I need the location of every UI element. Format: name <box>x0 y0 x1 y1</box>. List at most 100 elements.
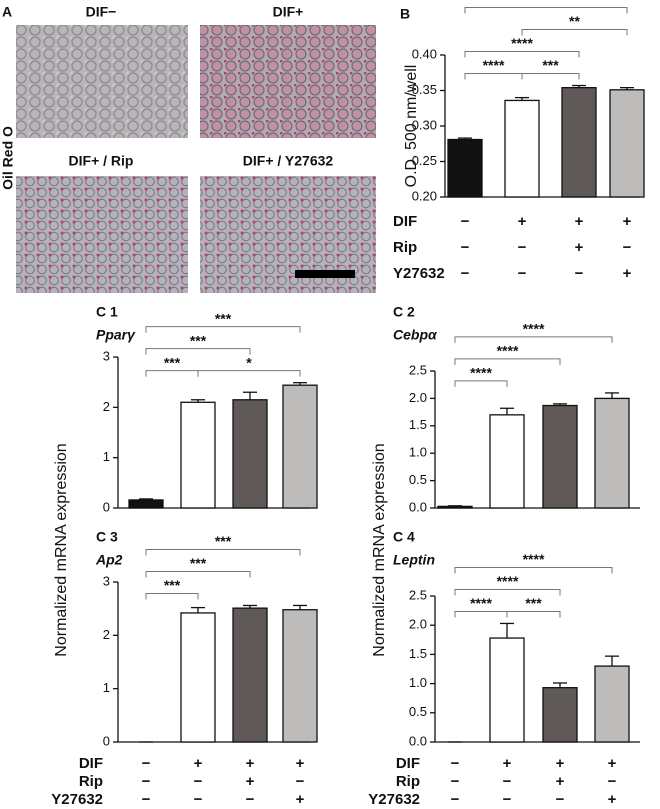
condition-sign: − <box>461 265 470 282</box>
significance-bracket <box>145 570 251 578</box>
condition-label: Y27632 <box>393 265 445 282</box>
condition-label: Y27632 <box>368 791 420 808</box>
significance-label: **** <box>511 35 533 51</box>
significance-label: *** <box>190 332 207 348</box>
bar <box>180 612 216 743</box>
significance-label: *** <box>164 577 181 593</box>
significance-bracket <box>464 7 628 14</box>
bar <box>594 397 630 509</box>
condition-sign: − <box>246 791 255 808</box>
significance-label: **** <box>470 595 492 611</box>
condition-label: Rip <box>396 773 420 790</box>
y-tick-label: 0.0 <box>409 733 427 748</box>
significance-label: *** <box>525 595 542 611</box>
significance-label: *** <box>542 57 559 73</box>
panel-label: C 1 <box>96 304 118 320</box>
y-tick-label: 1.5 <box>409 646 427 661</box>
y-axis-label: O.D. 500 nm/well <box>403 65 420 188</box>
condition-sign: − <box>623 239 632 256</box>
condition-sign: − <box>518 239 527 256</box>
condition-sign: + <box>608 755 617 772</box>
y-tick-label: 0.20 <box>412 188 437 203</box>
bar <box>489 414 525 509</box>
y-tick-label: 3 <box>103 573 110 588</box>
y-tick-label: 2 <box>103 627 110 642</box>
image-caption: DIF+ / Y27632 <box>243 153 334 169</box>
significance-label: * <box>246 354 252 370</box>
bar <box>504 99 540 198</box>
gene-title: Pparγ <box>96 327 136 343</box>
condition-label: Y27632 <box>51 791 103 808</box>
significance-bracket <box>464 73 523 80</box>
y-tick-label: 2 <box>103 399 110 414</box>
image-caption: DIF+ <box>273 4 304 20</box>
condition-sign: − <box>556 791 565 808</box>
condition-label: Rip <box>393 239 417 256</box>
condition-sign: + <box>623 265 632 282</box>
condition-sign: − <box>451 773 460 790</box>
condition-sign: − <box>296 773 305 790</box>
micrograph <box>16 176 188 293</box>
significance-label: **** <box>470 365 492 381</box>
condition-sign: − <box>142 755 151 772</box>
scale-bar <box>295 270 355 278</box>
significance-label: **** <box>523 321 545 337</box>
y-tick-label: 3 <box>103 348 110 363</box>
y-tick-label: 0 <box>103 733 110 748</box>
bar <box>447 138 483 198</box>
significance-bracket <box>521 29 628 36</box>
condition-sign: + <box>575 213 584 230</box>
y-tick-label: 0.40 <box>412 46 437 61</box>
bar <box>232 399 268 509</box>
condition-sign: + <box>518 213 527 230</box>
condition-sign: − <box>451 791 460 808</box>
condition-label: Rip <box>79 773 103 790</box>
significance-bracket <box>145 370 199 377</box>
condition-sign: − <box>142 791 151 808</box>
significance-bracket <box>464 51 580 58</box>
y-tick-label: 0 <box>103 499 110 514</box>
bar <box>282 384 318 509</box>
significance-bracket <box>454 380 508 387</box>
significance-label: *** <box>215 533 232 549</box>
image-caption: DIF− <box>86 4 117 20</box>
condition-sign: − <box>461 213 470 230</box>
condition-label: DIF <box>393 213 417 230</box>
bar <box>128 499 164 509</box>
condition-sign: + <box>246 755 255 772</box>
micrograph <box>16 25 188 138</box>
significance-bracket <box>454 610 508 618</box>
bar <box>180 401 216 509</box>
bar <box>594 665 630 743</box>
y-tick-label: 0.35 <box>412 82 437 97</box>
y-tick-label: 1 <box>103 680 110 695</box>
y-tick-label: 0.25 <box>412 153 437 168</box>
bar <box>609 89 645 198</box>
significance-bracket <box>521 73 580 80</box>
significance-label: *** <box>190 555 207 571</box>
y-tick-label: 2.0 <box>409 617 427 632</box>
gene-title: Leptin <box>393 552 435 568</box>
condition-sign: + <box>556 755 565 772</box>
panel-label: C 3 <box>96 529 118 545</box>
condition-label: DIF <box>396 755 420 772</box>
significance-label: **** <box>535 0 557 7</box>
condition-sign: − <box>461 239 470 256</box>
significance-bracket <box>454 336 613 343</box>
significance-bracket <box>454 358 561 365</box>
panel-label: C 2 <box>393 304 415 320</box>
bar <box>282 609 318 743</box>
y-tick-label: 2.5 <box>409 362 427 377</box>
condition-sign: + <box>503 755 512 772</box>
significance-bracket <box>145 592 199 600</box>
condition-sign: + <box>194 755 203 772</box>
y-tick-label: 0.5 <box>409 704 427 719</box>
panel-label: B <box>400 6 410 22</box>
y-tick-label: 1.0 <box>409 675 427 690</box>
bar <box>437 505 473 509</box>
y-tick-label: 1.0 <box>409 445 427 460</box>
condition-sign: − <box>608 773 617 790</box>
significance-label: **** <box>523 551 545 567</box>
condition-sign: + <box>623 213 632 230</box>
